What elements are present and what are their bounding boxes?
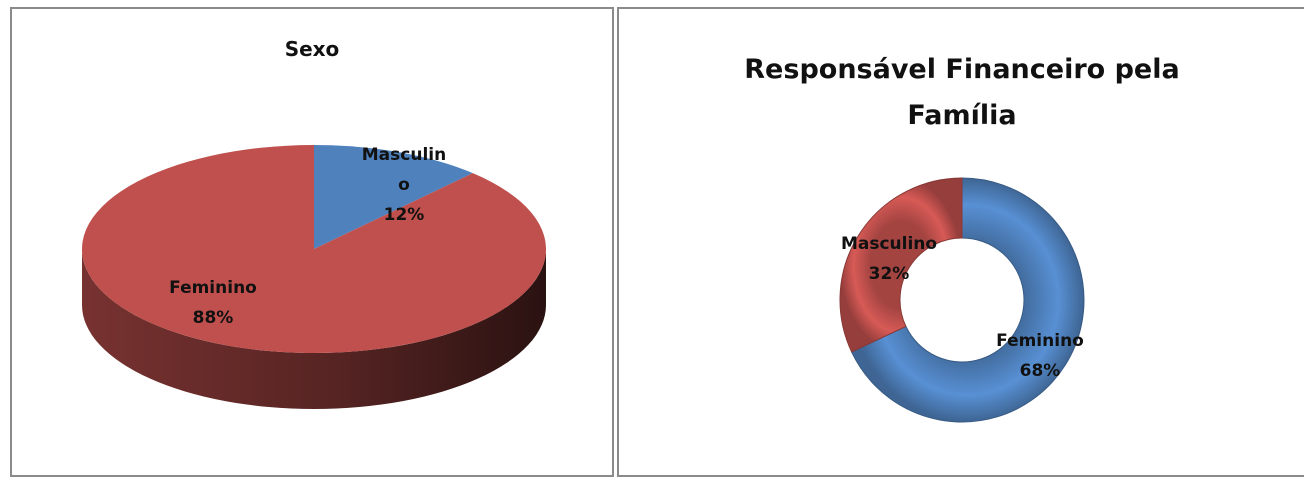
doughnut-chart-responsavel: Feminino 68% Masculino 32% — [839, 177, 1085, 423]
pie-slice-feminino — [82, 145, 547, 353]
data-label: Feminino 88% — [169, 278, 257, 328]
chart-panel-sexo: Sexo Masculin o 12% Feminino 88% — [10, 7, 614, 477]
chart-title-line: Responsável Financeiro pela — [744, 54, 1180, 85]
pie-slice-side — [82, 249, 546, 409]
chart-title: Responsável Financeiro pela Família — [619, 47, 1304, 139]
data-label: Masculino 32% — [841, 234, 937, 284]
chart-panel-responsavel-financeiro: Responsável Financeiro pela Família Femi… — [617, 7, 1304, 477]
pie-slice-masculino — [314, 145, 473, 249]
doughnut-slice-feminino — [850, 177, 1085, 423]
data-label: Masculin o 12% — [362, 145, 446, 225]
chart-title-line: Família — [907, 100, 1017, 131]
chart-title: Sexo — [284, 37, 340, 61]
pie-chart-sexo: Masculin o 12% Feminino 88% — [82, 145, 547, 409]
doughnut-slice-masculino — [839, 177, 963, 353]
data-label: Feminino 68% — [996, 331, 1084, 381]
